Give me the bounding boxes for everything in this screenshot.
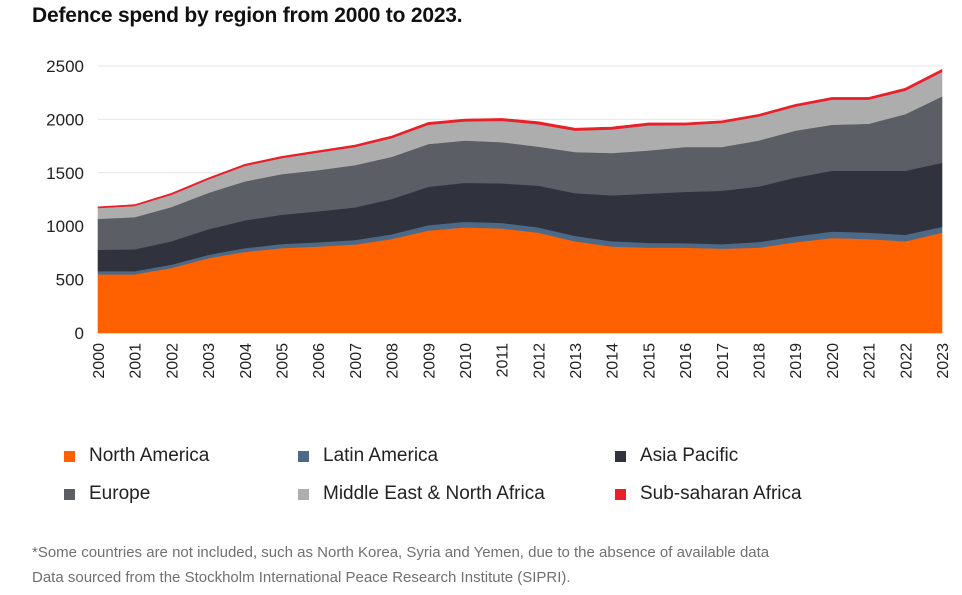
x-tick-label: 2020 bbox=[825, 343, 842, 379]
y-tick-label: 2500 bbox=[46, 57, 84, 76]
x-tick-label: 2005 bbox=[274, 343, 291, 379]
area-sub-saharan-africa bbox=[97, 69, 943, 209]
x-tick-label: 2015 bbox=[641, 343, 658, 379]
x-tick-label: 2009 bbox=[421, 343, 438, 379]
x-tick-label: 2007 bbox=[348, 343, 365, 379]
legend-label-latin-america: Latin America bbox=[323, 445, 439, 466]
legend-label-sub-saharan-africa: Sub-saharan Africa bbox=[640, 483, 802, 504]
y-tick-label: 2000 bbox=[46, 110, 84, 129]
y-tick-label: 1500 bbox=[46, 164, 84, 183]
x-tick-label: 2010 bbox=[458, 343, 475, 379]
x-tick-label: 2003 bbox=[201, 343, 218, 379]
x-tick-label: 2018 bbox=[752, 343, 769, 379]
x-tick-label: 2008 bbox=[385, 343, 402, 379]
y-axis-ticks: 0 500 1000 1500 2000 2500 bbox=[46, 57, 84, 343]
x-tick-label: 2001 bbox=[128, 343, 145, 379]
legend-swatch-sub-saharan-africa bbox=[615, 488, 626, 500]
x-tick-label: 2017 bbox=[715, 343, 732, 379]
y-tick-label: 500 bbox=[56, 271, 84, 290]
x-tick-label: 2022 bbox=[898, 343, 915, 379]
y-tick-label: 0 bbox=[75, 324, 84, 343]
x-tick-label: 2011 bbox=[495, 343, 512, 378]
legend-label-mena: Middle East & North Africa bbox=[323, 483, 545, 504]
legend-label-asia-pacific: Asia Pacific bbox=[640, 445, 739, 466]
y-tick-label: 1000 bbox=[46, 217, 84, 236]
x-axis-ticks: 2000 2001 2002 2003 2004 2005 2006 2007 2008 2009… bbox=[91, 343, 952, 379]
x-tick-label: 2012 bbox=[531, 343, 548, 379]
footnote-exclusions: *Some countries are not included, such a… bbox=[32, 544, 770, 561]
footnotes: *Some countries are not included, such a… bbox=[32, 540, 769, 590]
footnote-source: Data sourced from the Stockholm Internat… bbox=[32, 569, 571, 586]
legend-swatch-mena bbox=[298, 488, 309, 500]
chart-areas bbox=[97, 69, 943, 334]
x-tick-label: 2016 bbox=[678, 343, 695, 379]
legend-item-latin-america: Latin America bbox=[298, 445, 438, 467]
x-tick-label: 2021 bbox=[862, 343, 879, 379]
x-tick-label: 2019 bbox=[788, 343, 805, 379]
legend-swatch-europe bbox=[64, 488, 75, 500]
x-tick-label: 2002 bbox=[164, 343, 181, 379]
legend-item-europe: Europe bbox=[64, 483, 150, 505]
legend-swatch-north-america bbox=[64, 450, 75, 462]
x-tick-label: 2023 bbox=[935, 343, 952, 379]
chart-title: Defence spend by region from 2000 to 202… bbox=[32, 4, 463, 27]
legend-label-europe: Europe bbox=[89, 483, 151, 504]
x-tick-label: 2006 bbox=[311, 343, 328, 379]
x-tick-label: 2004 bbox=[238, 343, 255, 379]
legend-label-north-america: North America bbox=[89, 445, 210, 466]
legend-swatch-latin-america bbox=[298, 450, 309, 462]
x-tick-label: 2013 bbox=[568, 343, 585, 379]
legend-item-asia-pacific: Asia Pacific bbox=[615, 445, 738, 467]
legend-item-north-america: North America bbox=[64, 445, 209, 467]
legend-swatch-asia-pacific bbox=[615, 450, 626, 462]
legend-item-sub-saharan-africa: Sub-saharan Africa bbox=[615, 483, 802, 505]
x-tick-label: 2014 bbox=[605, 343, 622, 379]
legend-item-mena: Middle East & North Africa bbox=[298, 483, 545, 505]
x-tick-label: 2000 bbox=[91, 343, 108, 379]
